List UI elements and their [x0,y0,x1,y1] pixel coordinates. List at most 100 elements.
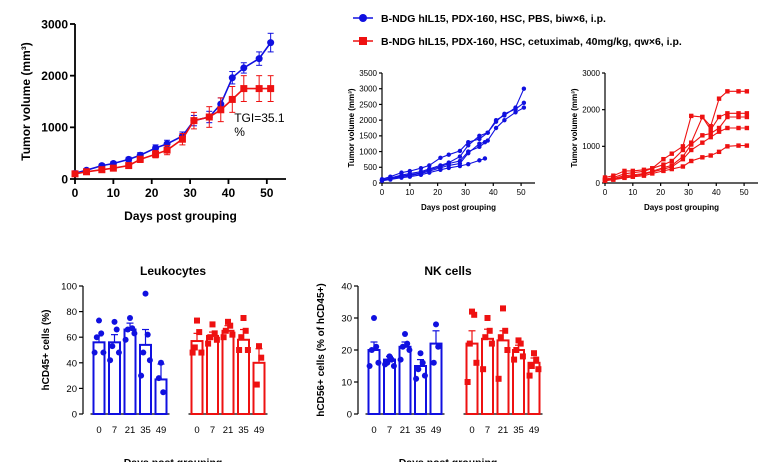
data-point [477,158,482,163]
x-tick-label: 20 [656,188,665,197]
tgi-annotation: TGI=35.1 [234,111,285,125]
data-point [191,344,198,351]
data-point [211,330,218,337]
data-point [466,143,471,148]
x-axis-label: Days post grouping [399,457,498,462]
data-point [513,110,518,115]
data-point [680,156,686,162]
data-point [240,64,248,72]
data-point [669,158,674,164]
series-line-5 [602,143,750,183]
data-point [140,349,147,356]
bar [221,329,235,415]
data-point [255,55,263,63]
x-tick-label: 30 [684,188,693,197]
data-point [417,350,424,357]
x-tick-label: 21 [498,425,509,436]
data-point [700,133,705,138]
x-tick-label: 0 [96,425,101,436]
legend-label: B-NDG hIL15, PDX-160, HSC, cetuximab, 40… [381,36,682,48]
data-point [373,343,380,350]
x-tick-label: 49 [156,425,167,436]
y-tick-label: 60 [66,333,77,344]
data-point [402,331,408,337]
data-point [680,164,686,169]
x-axis-label: Days post grouping [124,209,237,223]
data-point [630,174,636,179]
data-point [152,144,160,152]
y-tick-label: 40 [66,358,77,369]
data-point [125,155,133,163]
x-tick-label: 7 [112,425,117,436]
data-point [517,340,524,347]
y-axis-label: Tumor volume (mm³) [570,88,579,167]
data-point [196,329,203,336]
data-point [736,111,741,116]
data-point [650,171,655,176]
data-point [430,359,437,366]
legend-label: B-NDG hIL15, PDX-160, HSC, PBS, biw×6, i… [381,13,606,25]
data-point [716,125,722,131]
y-tick-label: 10 [341,378,352,389]
data-point [485,130,490,135]
data-point [502,117,507,123]
axes: 0 10 20 30 40 50 0 1000 2000 3000 Days post groupi… [570,69,758,212]
legend-entry: B-NDG hIL15, PDX-160, HSC, PBS, biw×6, i… [353,13,606,25]
chart-mean-growth: 0 10 20 30 40 50 0 1000 2000 3000 Days post groupi… [19,17,286,223]
data-point [744,89,750,94]
x-tick-label: 7 [387,425,392,436]
x-tick-label: 7 [485,425,490,436]
data-point [725,89,730,94]
x-tick-label: 35 [140,425,151,436]
y-tick-label: 3000 [359,85,377,94]
data-point [495,375,502,382]
data-point [435,343,442,350]
group-cetuximab: 0 7 21 35 49 [464,305,542,436]
bar [429,342,443,416]
data-point [267,39,275,47]
data-point [736,89,741,94]
x-tick-label: 30 [183,186,197,200]
y-tick-label: 3000 [582,69,600,78]
data-point [109,343,116,350]
data-point [464,379,471,385]
data-point [466,161,471,167]
data-point [708,131,713,136]
data-point [96,317,102,324]
data-point [406,347,413,353]
data-point [213,336,220,343]
x-tick-label: 49 [254,425,265,436]
data-point [240,315,247,321]
data-point [708,153,713,158]
axes: 0 10 20 30 40 NK cells Days post grouping hCD56… [316,264,543,462]
bar [465,342,479,416]
data-point [661,162,666,167]
data-point [91,349,98,356]
data-point [477,141,482,146]
data-point [602,178,608,183]
x-tick-label: 21 [223,425,234,436]
data-point [209,321,216,328]
axes: 0 20 40 60 80 100 Leukocytes Days post grouping… [41,264,268,462]
x-tick-label: 10 [628,188,637,197]
data-point [477,144,482,150]
series-line [381,107,525,181]
data-point [390,363,397,369]
data-point [511,356,518,363]
x-tick-label: 49 [529,425,540,436]
data-point [535,366,542,373]
data-point [486,327,493,334]
data-point [205,340,212,347]
x-tick-label: 7 [210,425,215,436]
x-tick-label: 35 [513,425,524,436]
series-line [381,88,525,180]
data-point [744,125,750,131]
x-tick-label: 40 [712,188,721,197]
data-point [480,366,487,373]
data-point [736,114,741,120]
data-point [222,327,229,334]
x-tick-label: 0 [72,186,79,200]
data-point [419,359,426,366]
series-line [74,87,271,175]
data-point [725,144,730,149]
